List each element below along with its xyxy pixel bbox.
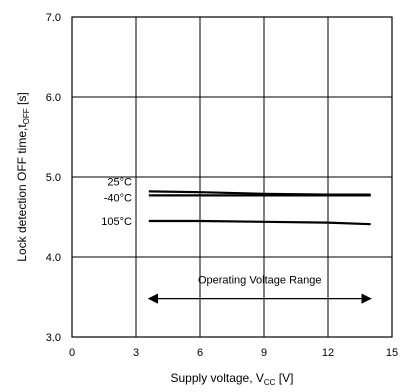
label-layer: 0 3 6 9 12 15 3.0 4.0 5.0 6.0 7.0 25°C -40°C 105°C	[46, 12, 398, 359]
series-line	[148, 219, 371, 226]
y-tick-label: 7.0	[46, 12, 61, 24]
x-tick-label: 3	[133, 347, 139, 359]
series-label: -40°C	[104, 192, 132, 204]
plot-area-border	[71, 16, 393, 338]
y-tick-label: 3.0	[46, 332, 61, 344]
plot-frame	[71, 16, 393, 338]
series-label: 25°C	[107, 176, 132, 188]
axis-title-layer: Supply voltage, VCC [V] Lock detection OF…	[15, 92, 293, 387]
annotation-layer: Operating Voltage Range	[147, 274, 372, 304]
series-layer	[148, 190, 371, 226]
y-tick-label: 4.0	[46, 252, 61, 264]
x-tick-label: 9	[261, 347, 267, 359]
series-line	[148, 190, 371, 196]
x-tick-label: 0	[69, 347, 75, 359]
y-tick-label: 5.0	[46, 172, 61, 184]
x-tick-label: 6	[197, 347, 203, 359]
x-tick-label: 12	[322, 347, 334, 359]
operating-range-label: Operating Voltage Range	[198, 274, 322, 286]
x-axis-title: Supply voltage, VCC [V]	[171, 371, 294, 387]
series-label: 105°C	[101, 216, 132, 228]
y-axis-title: Lock detection OFF time,tOFF [s]	[15, 92, 31, 261]
y-tick-label: 6.0	[46, 92, 61, 104]
x-tick-label: 15	[386, 347, 398, 359]
